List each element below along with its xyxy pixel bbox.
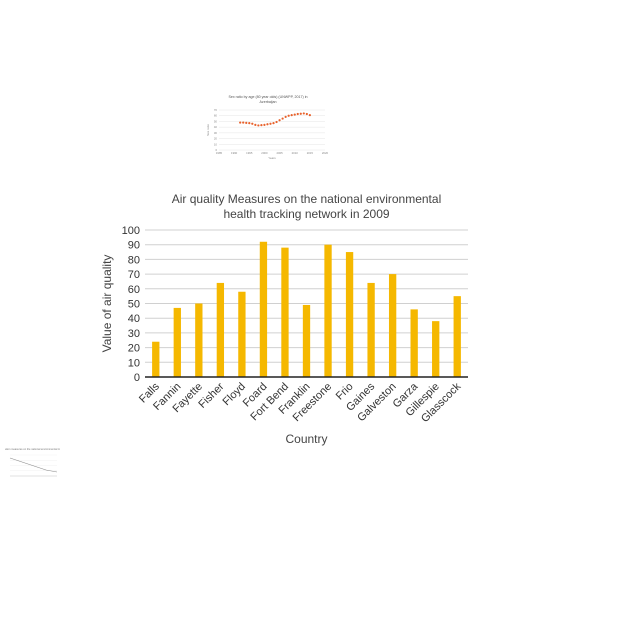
y-tick-label: 20 xyxy=(128,343,140,355)
y-tick-label: 80 xyxy=(128,254,140,266)
thumb-top-y-tick: 10 xyxy=(214,142,218,146)
bar-fayette xyxy=(195,303,203,377)
thumb-top-x-tick: 1995 xyxy=(246,151,253,155)
thumb-top-point xyxy=(245,121,248,124)
thumb-top-point xyxy=(290,114,293,117)
air-pollution-thumbnail-chart: Air pollution measures on the national e… xyxy=(0,446,68,482)
bar-garza xyxy=(410,309,418,377)
y-tick-label: 30 xyxy=(128,328,140,340)
y-tick-label: 100 xyxy=(122,225,140,237)
thumb-top-point xyxy=(257,124,260,127)
thumb-top-point xyxy=(251,122,254,125)
bar-freestone xyxy=(324,244,332,377)
thumb-top-point xyxy=(293,113,296,116)
thumb-top-y-tick: 70 xyxy=(214,108,218,112)
bar-glasscock xyxy=(453,296,461,377)
bar-franklin xyxy=(302,304,311,377)
bar-foard xyxy=(259,241,268,377)
thumb-top-point xyxy=(281,117,284,120)
thumb-top-y-tick: 30 xyxy=(214,131,218,135)
thumb-top-point xyxy=(305,112,308,116)
thumb-top-x-tick: 2005 xyxy=(276,151,283,155)
x-tick-label: Fisher xyxy=(196,380,226,410)
bar-galveston xyxy=(388,274,397,377)
thumb-top-point xyxy=(299,112,302,115)
thumb-top-x-tick: 2020 xyxy=(322,151,329,155)
thumb-top-x-tick: 1985 xyxy=(216,151,223,155)
bar-floyd xyxy=(238,291,246,377)
y-axis-title: Value of air quality xyxy=(100,255,114,353)
thumb-top-point xyxy=(302,112,305,115)
thumb-top-x-tick: 2000 xyxy=(261,151,268,155)
thumb-top-x-tick: 2010 xyxy=(292,151,299,155)
bar-fort-bend xyxy=(281,247,289,377)
y-tick-label: 60 xyxy=(128,284,140,296)
thumb-left-title: Air pollution measures on the national e… xyxy=(5,447,60,451)
air-quality-bar-chart: Air quality Measures on the national env… xyxy=(95,185,485,455)
thumb-top-x-tick: 1990 xyxy=(231,151,238,155)
thumb-top-y-title: Sex ratio xyxy=(206,124,210,136)
air-quality-chart-svg: Air quality Measures on the national env… xyxy=(100,192,468,446)
thumb-top-point xyxy=(269,122,272,125)
thumb-top-point xyxy=(287,114,290,117)
thumb-top-y-tick: 0 xyxy=(215,148,217,152)
bar-gaines xyxy=(367,282,375,377)
y-tick-label: 0 xyxy=(134,372,140,384)
y-tick-label: 90 xyxy=(128,240,140,252)
x-axis-title: Country xyxy=(285,432,327,446)
thumb-top-point xyxy=(239,121,242,124)
y-tick-label: 40 xyxy=(128,313,140,325)
bar-fannin xyxy=(173,307,181,377)
thumb-top-title-line: Azerbaijan xyxy=(260,100,277,104)
thumb-top-point xyxy=(260,124,263,127)
thumb-top-point xyxy=(296,112,299,116)
thumb-top-point xyxy=(308,114,311,117)
y-tick-label: 50 xyxy=(128,299,140,311)
sex-ratio-thumbnail-chart: Sex ratio by age (80 year olds) (UNWPP, … xyxy=(205,92,330,164)
sex-ratio-thumbnail-svg: Sex ratio by age (80 year olds) (UNWPP, … xyxy=(206,95,329,160)
chart-title-line: Air quality Measures on the national env… xyxy=(172,192,441,206)
air-pollution-thumbnail-svg: Air pollution measures on the national e… xyxy=(0,447,68,477)
thumb-top-x-tick: 2015 xyxy=(307,151,314,155)
thumb-top-point xyxy=(275,120,278,124)
thumb-top-x-title: Years xyxy=(268,156,276,160)
thumb-top-point xyxy=(254,123,257,126)
y-tick-label: 10 xyxy=(128,357,140,369)
thumb-top-point xyxy=(284,115,287,118)
thumb-top-y-tick: 60 xyxy=(214,114,218,118)
thumb-top-point xyxy=(272,122,275,125)
thumb-top-y-tick: 20 xyxy=(214,137,218,141)
thumb-left-series-line xyxy=(9,457,58,473)
chart-title-line: health tracking network in 2009 xyxy=(223,207,389,221)
thumb-top-point xyxy=(263,123,266,126)
thumb-top-point xyxy=(266,123,269,126)
thumb-top-y-tick: 40 xyxy=(214,125,218,129)
thumb-top-title-line: Sex ratio by age (80 year olds) (UNWPP, … xyxy=(228,95,307,99)
thumb-top-point xyxy=(242,121,245,124)
bar-fisher xyxy=(216,282,225,377)
thumb-top-point xyxy=(248,122,251,125)
bar-falls xyxy=(152,341,160,377)
bar-gillespie xyxy=(432,321,440,377)
y-tick-label: 70 xyxy=(128,269,140,281)
thumb-top-point xyxy=(278,119,281,122)
thumb-top-y-tick: 50 xyxy=(214,119,218,123)
bar-frio xyxy=(345,252,354,377)
